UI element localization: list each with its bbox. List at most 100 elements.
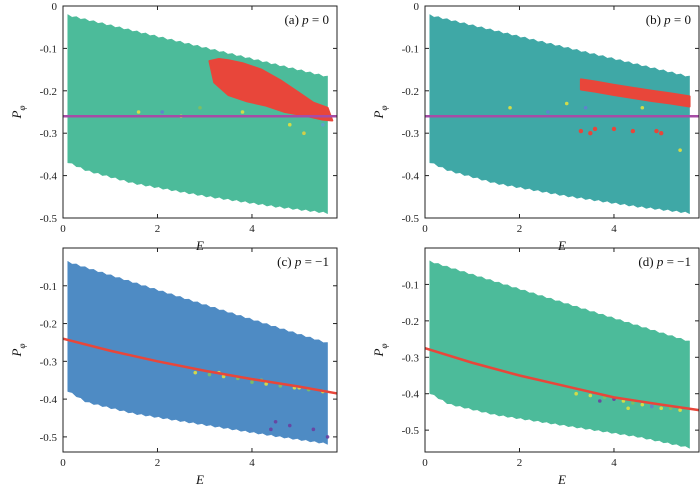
panel-a: 0 2 4 0 -0.1 -0.2 -0.3 -0.4 -0.5 E Pφ (a) p = 0 [9, 1, 338, 253]
panel-label-prefix: (b) [646, 12, 664, 27]
panel-label-value: = −1 [663, 254, 691, 269]
x-tick-label: 2 [517, 457, 523, 469]
data-point [207, 372, 212, 377]
y-tick-label: -0.1 [402, 279, 419, 291]
data-point [574, 391, 578, 396]
y-axis-label: Pφ [9, 106, 27, 120]
y-axis-label-sub: φ [379, 344, 389, 349]
data-point [269, 427, 273, 432]
y-tick-label: -0.3 [402, 352, 420, 364]
allowed-region [67, 14, 328, 215]
data-point [198, 105, 202, 110]
y-tick-label: -0.2 [402, 316, 419, 328]
panel-label-var: p [656, 254, 664, 269]
y-tick-label: -0.3 [40, 128, 58, 140]
axes-frame [424, 247, 700, 453]
data-point [160, 110, 165, 114]
x-tick-label: 0 [422, 457, 428, 469]
x-tick-label: 4 [611, 457, 617, 469]
panel-label-value: = −1 [301, 254, 329, 269]
x-tick-label: 2 [155, 457, 161, 469]
x-tick-label: 0 [60, 457, 66, 469]
data-point [508, 105, 512, 110]
orbit-band [579, 78, 691, 108]
x-tick-label: 4 [611, 223, 617, 235]
data-point [287, 122, 292, 127]
x-axis-label: E [557, 238, 566, 253]
y-tick-label: -0.4 [40, 171, 58, 183]
y-tick-label: -0.4 [402, 389, 420, 401]
data-point [311, 427, 316, 432]
panel-label: (b) p = 0 [646, 12, 691, 27]
x-tick-label: 0 [60, 223, 66, 235]
x-tick-label: 4 [249, 223, 255, 235]
y-axis-label: Pφ [371, 106, 389, 120]
panel-label-value: = 0 [671, 12, 691, 27]
data-point [321, 122, 325, 127]
y-tick-label: 0 [52, 1, 58, 13]
y-tick-label: -0.2 [402, 86, 419, 98]
y-tick-label: -0.3 [40, 356, 58, 368]
allowed-region [429, 260, 690, 449]
panel-d: 0 2 4 -0.1 -0.2 -0.3 -0.4 -0.5 E Pφ (d) p = −1 [371, 247, 700, 487]
y-tick-label: -0.5 [402, 213, 420, 225]
data-point [325, 435, 330, 439]
panel-label: (d) p = −1 [638, 254, 691, 269]
orbit-point [578, 128, 584, 134]
allowed-region [429, 14, 690, 215]
y-axis-label-sub: φ [17, 106, 27, 111]
allowed-region [67, 260, 328, 445]
orbit-point [630, 128, 636, 134]
y-axis-label: Pφ [371, 344, 389, 358]
data-point [588, 393, 593, 398]
data-point [193, 370, 198, 375]
panel-label: (a) p = 0 [284, 12, 329, 27]
panel-b: 0 2 4 0 -0.1 -0.2 -0.3 -0.4 -0.5 E Pφ (b) p = 0 [371, 1, 700, 253]
x-tick-label: 0 [422, 223, 428, 235]
y-tick-label: -0.5 [40, 432, 58, 444]
y-tick-label: -0.4 [402, 171, 420, 183]
data-point [678, 148, 682, 152]
data-point [626, 406, 630, 411]
data-point [649, 404, 654, 409]
y-tick-label: -0.1 [40, 43, 57, 55]
orbit-point [659, 131, 664, 136]
y-axis-label-sub: φ [379, 106, 389, 111]
panel-label-value: = 0 [309, 12, 329, 27]
axes-frame [62, 247, 338, 453]
orbit-point [611, 126, 617, 132]
panel-label-prefix: (c) [277, 254, 295, 269]
data-point [240, 110, 245, 114]
y-tick-label: -0.5 [402, 425, 420, 437]
x-axis-label: E [557, 472, 566, 487]
data-point [564, 101, 569, 106]
data-point [136, 110, 141, 114]
data-point [631, 401, 635, 405]
reference-curve [424, 346, 700, 412]
data-point [659, 406, 664, 411]
panel-label: (c) p = −1 [277, 254, 329, 269]
data-point [250, 380, 254, 384]
data-point [264, 382, 268, 386]
reference-curve [62, 337, 338, 395]
data-point [640, 105, 645, 110]
y-tick-label: -0.1 [402, 43, 419, 55]
data-point [597, 399, 602, 403]
x-axis-label: E [195, 472, 204, 487]
orbit-point [588, 131, 593, 136]
y-tick-label: 0 [414, 1, 420, 13]
orbit-point [654, 128, 659, 134]
data-point [302, 131, 306, 135]
data-point [273, 419, 278, 424]
data-point [287, 423, 292, 428]
panel-c: 0 2 4 -0.1 -0.2 -0.3 -0.4 -0.5 E Pφ (c) p = −1 [9, 247, 338, 487]
x-tick-label: 4 [249, 457, 255, 469]
data-point [640, 402, 645, 407]
y-tick-label: -0.3 [402, 128, 420, 140]
panel-label-prefix: (a) [284, 12, 302, 27]
y-tick-label: -0.2 [40, 86, 57, 98]
data-point [546, 110, 550, 114]
panel-label-var: p [294, 254, 302, 269]
y-axis-label: Pφ [9, 344, 27, 358]
